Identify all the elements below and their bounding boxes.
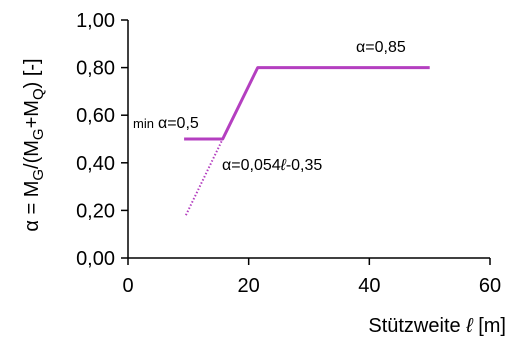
x-axis-label: Stützweite ℓ [m] <box>368 315 506 337</box>
x-ticks: 0 20 40 60 <box>122 258 501 297</box>
y-tick-label: 1,00 <box>76 10 115 32</box>
y-tick-label: 0,20 <box>76 200 115 222</box>
annotation-min: min α=0,5 <box>133 115 199 132</box>
y-tick-label: 0,80 <box>76 58 115 80</box>
series-line <box>184 66 430 141</box>
x-tick-label: 20 <box>238 275 260 297</box>
y-axis-label: α = MG/(MG+MQ) [-] <box>21 58 47 231</box>
y-tick-label: 0,60 <box>76 105 115 127</box>
series-group <box>184 66 430 216</box>
annotation-formula: α=0,054ℓ-0,35 <box>222 157 322 174</box>
axes <box>127 20 490 259</box>
y-ticks: 0,00 0,20 0,40 0,60 0,80 1,00 <box>76 10 128 270</box>
series-line-dotted <box>184 138 224 216</box>
x-tick-label: 0 <box>122 275 133 297</box>
x-tick-label: 40 <box>358 275 380 297</box>
y-tick-label: 0,40 <box>76 153 115 175</box>
annotation-max: α=0,85 <box>356 39 406 56</box>
y-tick-label: 0,00 <box>76 248 115 270</box>
x-tick-label: 60 <box>479 275 501 297</box>
